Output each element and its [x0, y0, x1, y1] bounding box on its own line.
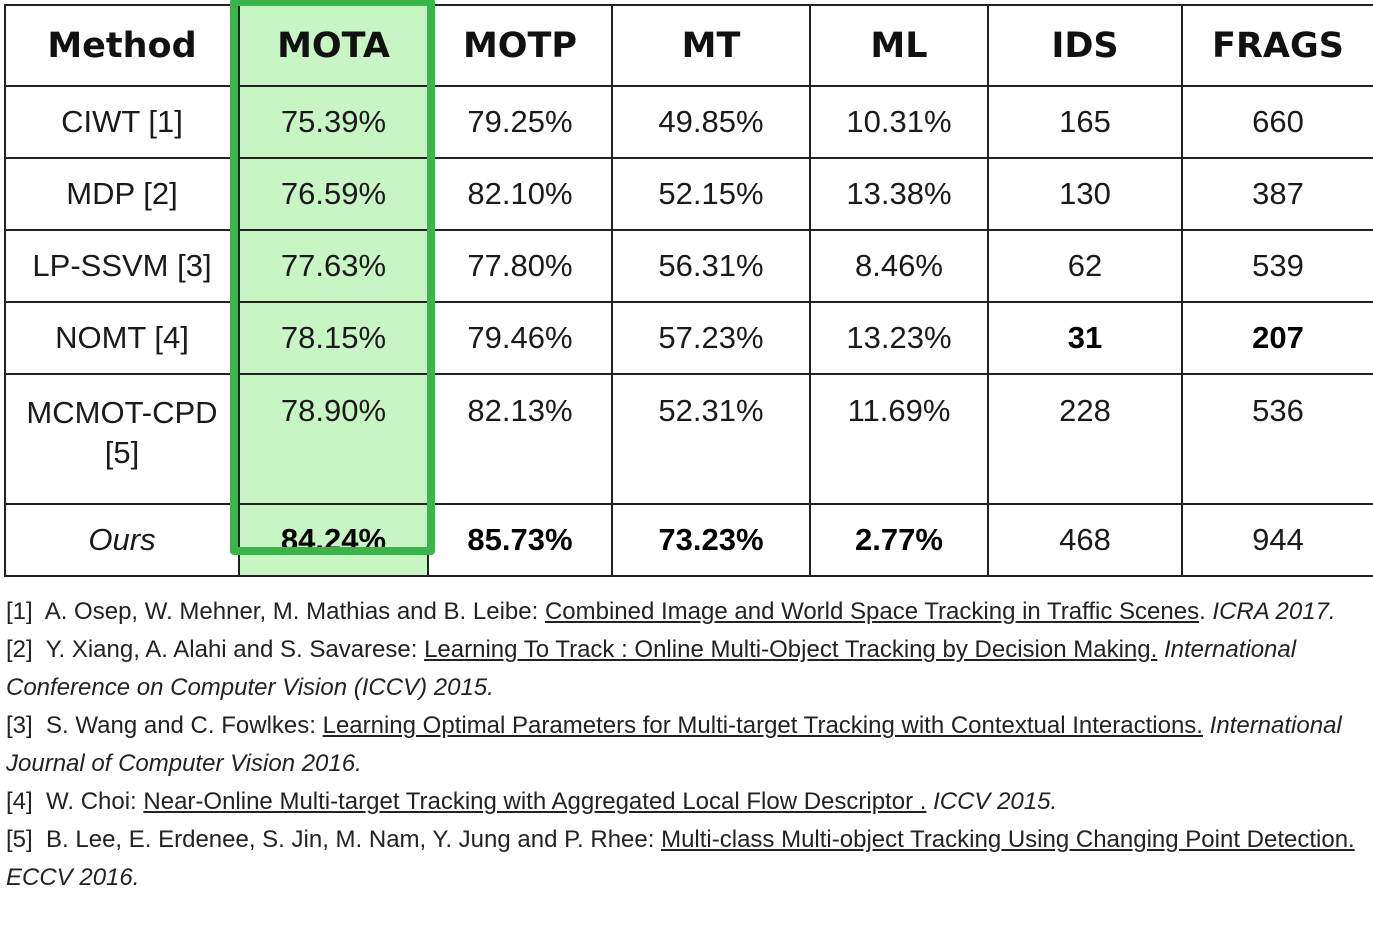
- cell-ml: 8.46%: [809, 229, 989, 303]
- cell-ids: 62: [987, 229, 1183, 303]
- reference-number: [5]: [6, 826, 47, 853]
- cell-mota: 76.59%: [238, 157, 429, 231]
- cell-ids: 31: [987, 301, 1183, 375]
- reference-item: [4] W. Choi: Near-Online Multi-target Tr…: [6, 783, 1368, 821]
- cell-mt: 52.31%: [611, 373, 811, 505]
- cell-frags: 944: [1181, 503, 1373, 577]
- reference-authors: W. Choi:: [46, 788, 144, 815]
- table-row: Ours 84.24% 85.73% 73.23% 2.77% 468 944: [4, 503, 1373, 577]
- cell-mt: 52.15%: [611, 157, 811, 231]
- cell-mt: 57.23%: [611, 301, 811, 375]
- method-cell: LP-SSVM [3]: [4, 229, 240, 303]
- column-header-frags: FRAGS: [1181, 4, 1373, 87]
- cell-ids: 228: [987, 373, 1183, 505]
- cell-mota: 77.63%: [238, 229, 429, 303]
- column-header-ml: ML: [809, 4, 989, 87]
- method-cell: Ours: [4, 503, 240, 577]
- method-cell: NOMT [4]: [4, 301, 240, 375]
- cell-ids: 468: [987, 503, 1183, 577]
- reference-title-link[interactable]: Learning Optimal Parameters for Multi-ta…: [322, 712, 1203, 739]
- method-cell: MCMOT-CPD [5]: [4, 373, 240, 505]
- cell-motp: 85.73%: [427, 503, 613, 577]
- cell-frags: 207: [1181, 301, 1373, 375]
- reference-venue: ECCV 2016.: [6, 864, 140, 891]
- reference-item: [1] A. Osep, W. Mehner, M. Mathias and B…: [6, 598, 1336, 625]
- reference-number: [3]: [6, 712, 47, 739]
- reference-number: [1]: [6, 598, 45, 625]
- cell-frags: 539: [1181, 229, 1373, 303]
- cell-mt: 56.31%: [611, 229, 811, 303]
- column-header-mota: MOTA: [238, 4, 429, 87]
- reference-authors: Y. Xiang, A. Alahi and S. Savarese:: [45, 636, 425, 663]
- reference-authors: S. Wang and C. Fowlkes:: [46, 712, 323, 739]
- table-row: CIWT [1] 75.39% 79.25% 49.85% 10.31% 165 660: [4, 85, 1373, 159]
- table-row: MDP [2] 76.59% 82.10% 52.15% 13.38% 130 387: [4, 157, 1373, 231]
- column-header-mt: MT: [611, 4, 811, 87]
- cell-motp: 79.46%: [427, 301, 613, 375]
- cell-ids: 130: [987, 157, 1183, 231]
- reference-venue: International Journal of Computer Vision…: [6, 712, 1342, 777]
- cell-motp: 82.10%: [427, 157, 613, 231]
- cell-mota: 78.90%: [238, 373, 429, 505]
- table-row: NOMT [4] 78.15% 79.46% 57.23% 13.23% 31 207: [4, 301, 1373, 375]
- cell-motp: 79.25%: [427, 85, 613, 159]
- cell-ml: 13.38%: [809, 157, 989, 231]
- cell-ml: 10.31%: [809, 85, 989, 159]
- column-header-motp: MOTP: [427, 4, 613, 87]
- cell-ml: 2.77%: [809, 503, 989, 577]
- column-header-method: Method: [4, 4, 240, 87]
- cell-frags: 660: [1181, 85, 1373, 159]
- cell-mt: 73.23%: [611, 503, 811, 577]
- table-row: MCMOT-CPD [5] 78.90% 82.13% 52.31% 11.69% 228 5…: [4, 373, 1373, 505]
- cell-mt: 49.85%: [611, 85, 811, 159]
- cell-ml: 11.69%: [809, 373, 989, 505]
- method-cell: MDP [2]: [4, 157, 240, 231]
- reference-venue: ICRA 2017.: [1212, 598, 1336, 625]
- cell-motp: 82.13%: [427, 373, 613, 505]
- cell-ids: 165: [987, 85, 1183, 159]
- cell-frags: 536: [1181, 373, 1373, 505]
- method-cell: CIWT [1]: [4, 85, 240, 159]
- cell-mota: 75.39%: [238, 85, 429, 159]
- cell-mota: 78.15%: [238, 301, 429, 375]
- reference-venue: ICCV 2015.: [933, 788, 1058, 815]
- table-header-row: Method MOTA MOTP MT ML IDS FRAGS: [4, 4, 1373, 87]
- reference-item: [2] Y. Xiang, A. Alahi and S. Savarese: …: [6, 631, 1368, 707]
- reference-item: [5] B. Lee, E. Erdenee, S. Jin, M. Nam, …: [6, 821, 1368, 897]
- reference-item: [3] S. Wang and C. Fowlkes: Learning Opt…: [6, 707, 1368, 783]
- cell-frags: 387: [1181, 157, 1373, 231]
- reference-authors: B. Lee, E. Erdenee, S. Jin, M. Nam, Y. J…: [46, 826, 662, 853]
- reference-title-link[interactable]: Combined Image and World Space Tracking …: [544, 598, 1200, 625]
- table-row: LP-SSVM [3] 77.63% 77.80% 56.31% 8.46% 62 539: [4, 229, 1373, 303]
- reference-title-link[interactable]: Near-Online Multi-target Tracking with A…: [143, 788, 927, 815]
- reference-authors: A. Osep, W. Mehner, M. Mathias and B. Le…: [44, 598, 545, 625]
- reference-number: [4]: [6, 788, 47, 815]
- reference-venue: International Conference on Computer Vis…: [6, 636, 1297, 701]
- results-table: Method MOTA MOTP MT ML IDS FRAGS CIWT [1] 75.39…: [4, 4, 1373, 577]
- column-header-ids: IDS: [987, 4, 1183, 87]
- reference-title-link[interactable]: Multi-class Multi-object Tracking Using …: [661, 826, 1355, 853]
- cell-motp: 77.80%: [427, 229, 613, 303]
- cell-mota: 84.24%: [238, 503, 429, 577]
- references-list: [1] A. Osep, W. Mehner, M. Mathias and B…: [6, 593, 1368, 897]
- cell-ml: 13.23%: [809, 301, 989, 375]
- reference-number: [2]: [6, 636, 46, 663]
- reference-title-link[interactable]: Learning To Track : Online Multi-Object …: [424, 636, 1158, 663]
